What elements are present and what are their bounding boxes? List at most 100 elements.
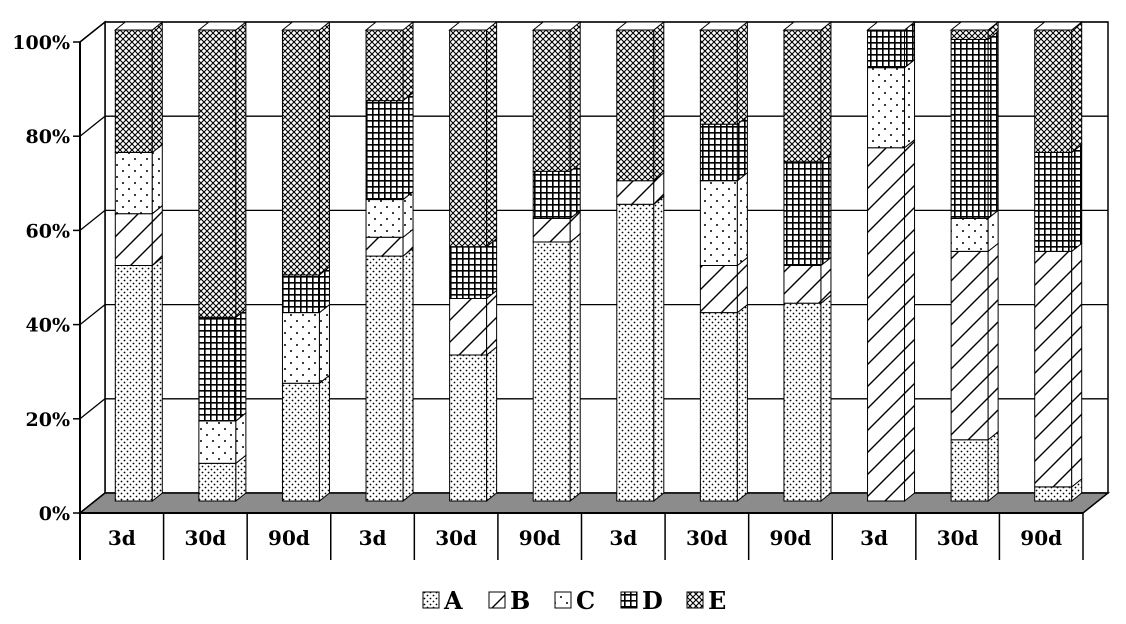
bar-30d-10-A (950, 439, 989, 502)
bar-90d-11-D (1034, 151, 1073, 252)
gridline-side (79, 304, 106, 326)
bar-side-3d-6-E (653, 20, 665, 182)
bars-layer (113, 20, 1084, 503)
bar-30d-7-D (699, 123, 738, 182)
bar-3d-6-B (616, 180, 655, 205)
bar-90d-8-D (783, 161, 822, 267)
legend-label-E: E (708, 586, 726, 615)
bar-30d-1-A (198, 462, 237, 502)
bar-top-90d-8 (782, 21, 833, 31)
bar-90d-2-A (281, 382, 320, 502)
bar-30d-7-E (699, 29, 738, 125)
bar-top-90d-2 (281, 21, 331, 31)
x-category-label: 3d (609, 526, 637, 550)
gridline-side (79, 209, 106, 231)
gridline-side (79, 398, 106, 420)
bar-30d-4-D (449, 246, 488, 299)
side-wall (79, 20, 106, 515)
bar-side-3d-3-D (402, 91, 414, 201)
bar-side-90d-5-E (569, 20, 581, 173)
bar-3d-9-D (867, 29, 906, 69)
bar-30d-7-B (699, 265, 738, 314)
bar-side-90d-2-A (318, 374, 330, 503)
bar-90d-2-D (281, 274, 320, 314)
bar-side-30d-7-D (736, 115, 748, 182)
bar-side-30d-7-E (736, 20, 748, 126)
bar-side-30d-1-E (235, 20, 247, 319)
bar-90d-2-E (281, 29, 320, 276)
x-category-label: 90d (770, 526, 812, 550)
x-category-label: 30d (435, 526, 477, 550)
bar-side-30d-4-A (486, 345, 498, 503)
bar-30d-4-B (449, 297, 488, 356)
x-category-label: 3d (359, 526, 387, 550)
bar-30d-1-C (198, 420, 237, 464)
legend-swatch-D (620, 591, 638, 609)
legend-label-D: D (642, 586, 663, 615)
bar-90d-8-B (783, 265, 822, 304)
bar-3d-3-C (365, 199, 404, 238)
bar-90d-11-E (1034, 29, 1073, 153)
bar-90d-8-A (783, 302, 822, 502)
bar-90d-5-D (532, 170, 571, 219)
bar-top-30d-4 (448, 21, 499, 31)
bar-90d-11-A (1034, 486, 1073, 502)
bar-90d-11-B (1034, 250, 1073, 488)
bar-90d-5-E (532, 29, 571, 172)
bar-side-90d-11-D (1071, 143, 1083, 253)
legend-label-A: A (443, 586, 463, 615)
bar-3d-6-A (616, 203, 655, 502)
bar-side-30d-1-C (235, 411, 247, 465)
y-tick-label: 80% (26, 126, 71, 148)
bar-side-30d-10-A (987, 430, 999, 503)
x-category-label: 30d (937, 526, 979, 550)
bar-3d-0-B (114, 213, 153, 267)
bar-3d-3-B (365, 236, 404, 257)
bar-side-30d-7-A (736, 303, 748, 503)
bar-side-3d-3-A (402, 247, 414, 503)
bar-side-3d-6-A (653, 195, 665, 503)
x-category-label: 3d (108, 526, 136, 550)
x-category-label: 90d (1020, 526, 1062, 550)
bar-side-90d-8-E (820, 20, 832, 163)
bar-side-3d-0-E (151, 20, 163, 154)
bar-top-30d-7 (698, 21, 749, 31)
y-tick-label: 40% (26, 315, 71, 337)
legend-label-B: B (510, 586, 530, 615)
bar-side-30d-7-B (736, 256, 748, 314)
bar-side-30d-4-E (486, 20, 498, 248)
bar-90d-5-A (532, 241, 571, 502)
x-category-label: 30d (184, 526, 226, 550)
y-tick-label: 20% (26, 409, 71, 431)
bar-30d-7-C (699, 180, 738, 266)
bar-30d-4-A (449, 354, 488, 502)
legend: A B C D E (422, 586, 726, 615)
x-category-label: 90d (268, 526, 310, 550)
bar-side-90d-5-A (569, 232, 581, 503)
bar-side-90d-11-E (1071, 20, 1083, 154)
bar-30d-4-E (449, 29, 488, 248)
bar-top-90d-11 (1033, 21, 1084, 31)
bar-side-30d-7-C (736, 171, 748, 267)
bar-30d-10-B (950, 250, 989, 441)
legend-item-E: E (686, 586, 726, 615)
legend-item-C: C (554, 586, 595, 615)
bar-side-30d-4-B (486, 289, 498, 357)
bar-side-90d-5-D (569, 162, 581, 220)
bar-top-90d-5 (531, 21, 582, 31)
bar-side-30d-1-D (235, 308, 247, 422)
bar-side-90d-11-B (1071, 242, 1083, 488)
bar-3d-6-E (616, 29, 655, 182)
legend-swatch-A (422, 591, 440, 609)
bar-side-90d-2-E (318, 20, 330, 276)
legend-swatch-B (488, 591, 506, 609)
bar-3d-3-A (365, 255, 404, 502)
legend-item-B: B (488, 586, 530, 615)
bar-30d-10-E (950, 29, 989, 40)
bar-90d-2-C (281, 312, 320, 384)
x-category-label: 30d (686, 526, 728, 550)
bar-top-3d-3 (364, 21, 415, 31)
bar-3d-0-C (114, 151, 153, 215)
bar-side-30d-10-B (987, 242, 999, 441)
